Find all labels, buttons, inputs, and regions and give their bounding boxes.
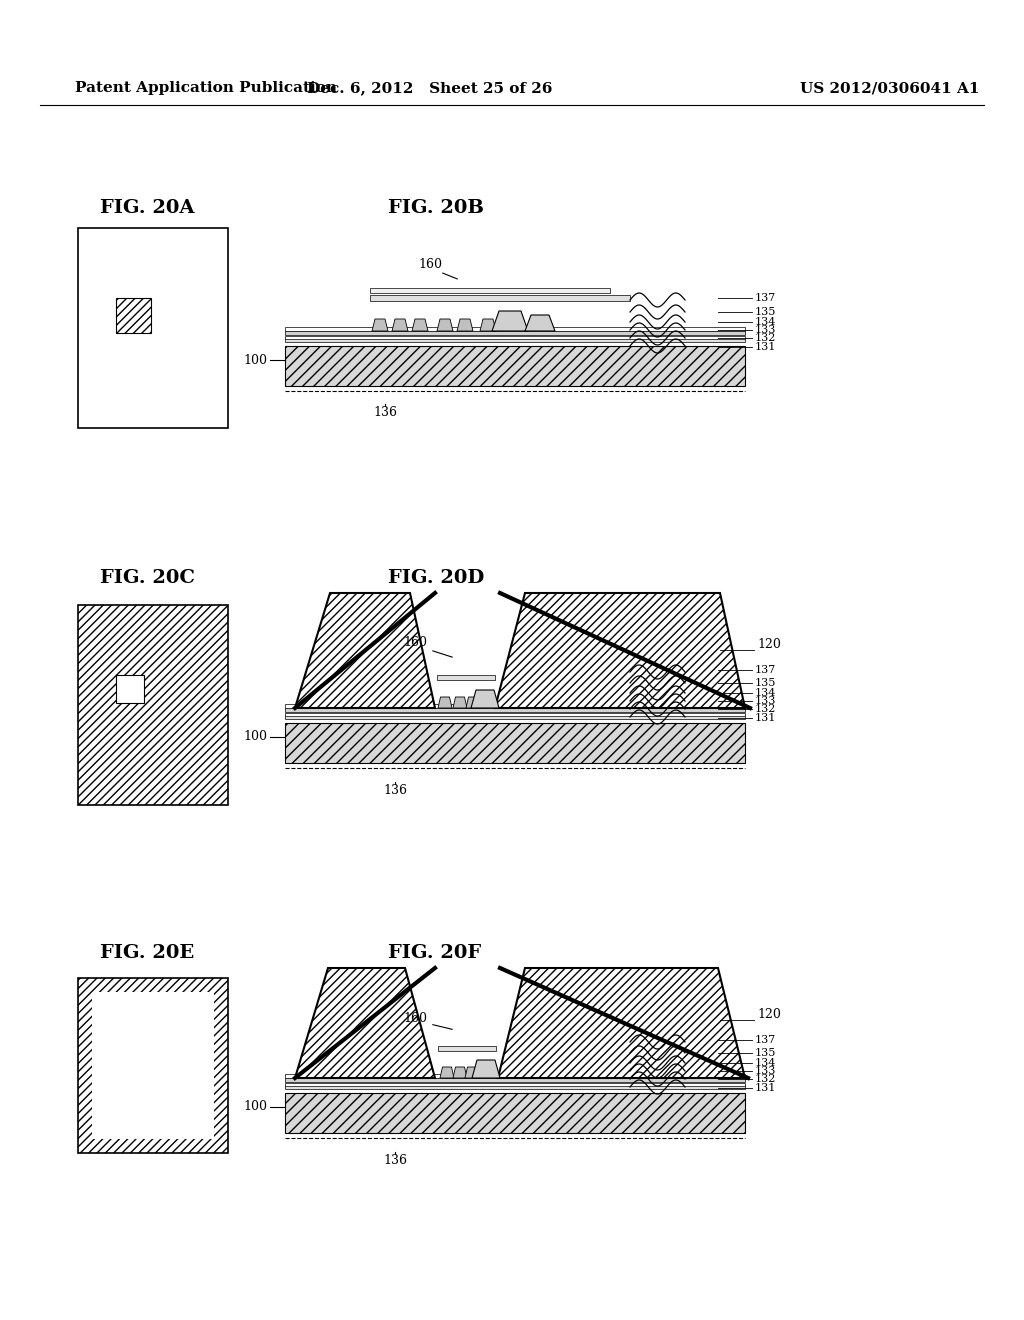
Text: US 2012/0306041 A1: US 2012/0306041 A1 [800, 81, 980, 95]
Text: 100: 100 [243, 354, 267, 367]
Text: 134: 134 [755, 688, 776, 698]
Bar [370, 288, 610, 293]
Bar [285, 1078, 745, 1082]
Bar [116, 675, 144, 704]
Polygon shape [465, 1067, 479, 1078]
Text: 160: 160 [403, 1011, 427, 1024]
Bar [285, 346, 745, 385]
Text: 136: 136 [373, 405, 397, 418]
Text: 120: 120 [757, 1008, 781, 1022]
Bar [285, 1093, 745, 1133]
Text: 134: 134 [755, 1059, 776, 1068]
Text: FIG. 20B: FIG. 20B [388, 199, 484, 216]
Bar [285, 1082, 745, 1086]
Text: FIG. 20D: FIG. 20D [388, 569, 484, 587]
Bar [370, 294, 630, 301]
Text: 133: 133 [755, 1067, 776, 1076]
Text: 132: 132 [755, 704, 776, 714]
Bar [116, 298, 151, 333]
Text: 132: 132 [755, 333, 776, 343]
Polygon shape [437, 319, 453, 331]
Bar [78, 228, 228, 428]
Text: 134: 134 [755, 317, 776, 327]
Text: 136: 136 [383, 1154, 407, 1167]
Text: 160: 160 [403, 636, 427, 649]
Text: FIG. 20E: FIG. 20E [100, 944, 195, 962]
Text: 137: 137 [755, 1035, 776, 1045]
Polygon shape [466, 697, 480, 708]
Text: 136: 136 [383, 784, 407, 796]
Text: 137: 137 [755, 665, 776, 675]
Bar [437, 675, 495, 680]
Polygon shape [498, 968, 745, 1078]
Polygon shape [453, 1067, 467, 1078]
Polygon shape [412, 319, 428, 331]
Polygon shape [495, 593, 745, 708]
Bar [285, 338, 745, 342]
Bar [285, 723, 745, 763]
Polygon shape [472, 1060, 500, 1078]
Text: Dec. 6, 2012   Sheet 25 of 26: Dec. 6, 2012 Sheet 25 of 26 [307, 81, 553, 95]
Bar [285, 337, 745, 339]
Text: FIG. 20A: FIG. 20A [100, 199, 195, 216]
Text: 135: 135 [755, 678, 776, 688]
Bar [285, 708, 745, 711]
Polygon shape [480, 319, 496, 331]
Polygon shape [457, 319, 473, 331]
Bar [78, 978, 228, 1152]
Text: Patent Application Publication: Patent Application Publication [75, 81, 337, 95]
Bar [285, 715, 745, 719]
Text: 132: 132 [755, 1074, 776, 1084]
Polygon shape [372, 319, 388, 331]
Polygon shape [492, 312, 528, 331]
Text: FIG. 20F: FIG. 20F [388, 944, 481, 962]
Text: 120: 120 [757, 639, 781, 652]
Bar [285, 327, 745, 331]
Polygon shape [471, 690, 499, 708]
Bar [285, 1074, 745, 1078]
Text: 131: 131 [755, 713, 776, 723]
Text: FIG. 20C: FIG. 20C [100, 569, 195, 587]
Bar [285, 704, 745, 708]
Text: 100: 100 [243, 730, 267, 743]
Polygon shape [392, 319, 408, 331]
Bar [285, 331, 745, 335]
Polygon shape [295, 968, 435, 1078]
Bar [92, 993, 214, 1139]
Bar [438, 1045, 496, 1051]
Bar [78, 605, 228, 805]
Text: 135: 135 [755, 1048, 776, 1059]
Text: 135: 135 [755, 308, 776, 317]
Polygon shape [453, 697, 467, 708]
Bar [285, 1085, 745, 1089]
Polygon shape [438, 697, 452, 708]
Bar [285, 713, 745, 715]
Polygon shape [440, 1067, 454, 1078]
Text: 131: 131 [755, 1082, 776, 1093]
Text: 131: 131 [755, 342, 776, 352]
Text: 133: 133 [755, 696, 776, 706]
Polygon shape [295, 593, 435, 708]
Text: 160: 160 [418, 259, 442, 272]
Text: 137: 137 [755, 293, 776, 304]
Text: 133: 133 [755, 325, 776, 335]
Polygon shape [525, 315, 555, 331]
Text: 100: 100 [243, 1101, 267, 1114]
